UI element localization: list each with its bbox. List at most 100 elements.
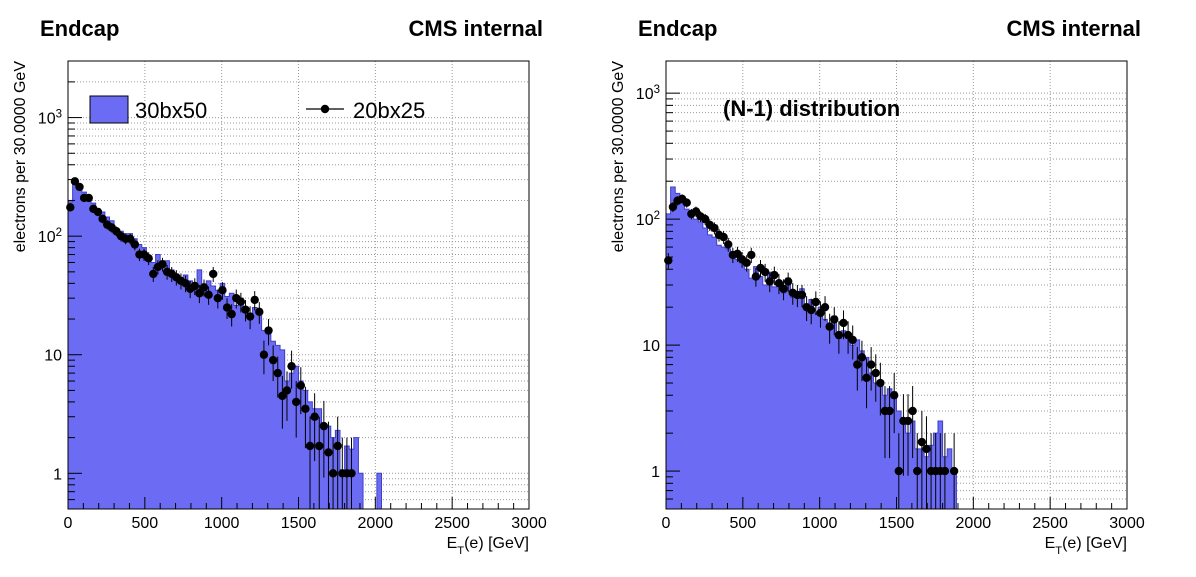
x-tick-label: 2000 bbox=[358, 515, 394, 532]
y-tick-label: 1 bbox=[53, 466, 62, 483]
data-point bbox=[668, 202, 678, 213]
data-point bbox=[199, 279, 209, 297]
y-tick-label: 103 bbox=[636, 84, 660, 103]
data-marker bbox=[296, 381, 306, 390]
data-marker bbox=[724, 240, 733, 249]
data-marker bbox=[328, 469, 338, 478]
data-point bbox=[834, 321, 844, 354]
data-point bbox=[871, 354, 880, 402]
data-marker bbox=[839, 318, 848, 328]
x-tick-label: 500 bbox=[729, 515, 756, 532]
data-point bbox=[682, 198, 691, 208]
y-axis-label: electrons per 30.0000 GeV bbox=[610, 61, 627, 253]
x-tick-label: 2000 bbox=[956, 515, 992, 532]
data-point bbox=[779, 279, 788, 301]
data-point bbox=[250, 291, 259, 311]
data-marker bbox=[149, 269, 158, 279]
data-point bbox=[305, 416, 315, 509]
data-point bbox=[158, 257, 167, 272]
data-point bbox=[282, 371, 292, 421]
x-tick-label: 0 bbox=[64, 515, 73, 532]
data-point bbox=[241, 300, 250, 322]
data-point bbox=[144, 252, 153, 266]
data-point bbox=[830, 307, 839, 336]
data-point bbox=[328, 437, 338, 509]
data-point bbox=[84, 193, 93, 203]
data-point bbox=[765, 272, 774, 293]
data-marker bbox=[668, 202, 678, 212]
data-marker bbox=[862, 373, 871, 383]
data-marker bbox=[760, 267, 770, 277]
right-chart-panel: Endcap CMS internal 0 500 1000 1500 2000 2500 30… bbox=[598, 0, 1196, 572]
data-point bbox=[98, 214, 107, 224]
data-marker bbox=[894, 466, 904, 476]
data-point bbox=[839, 310, 848, 340]
x-ticks bbox=[665, 497, 1128, 509]
data-point bbox=[885, 386, 894, 459]
data-point bbox=[75, 182, 84, 192]
data-marker bbox=[126, 234, 135, 243]
y-ticks bbox=[68, 60, 82, 510]
data-point bbox=[760, 263, 770, 282]
data-point bbox=[218, 282, 227, 300]
data-marker bbox=[241, 305, 250, 314]
data-point bbox=[876, 362, 885, 416]
data-marker bbox=[199, 283, 209, 292]
data-marker bbox=[319, 421, 329, 431]
data-point bbox=[922, 416, 931, 509]
x-ticks bbox=[67, 497, 530, 509]
data-marker bbox=[158, 260, 167, 269]
data-point bbox=[724, 237, 733, 252]
data-point bbox=[126, 233, 135, 245]
data-marker bbox=[908, 406, 917, 416]
x-axis-label: ET(e) [GeV] bbox=[1045, 535, 1127, 557]
data-marker bbox=[834, 330, 844, 340]
data-marker bbox=[259, 350, 269, 359]
data-point bbox=[710, 222, 719, 235]
data-marker bbox=[93, 207, 103, 217]
x-tick-label: 1500 bbox=[879, 515, 915, 532]
chart-title: Endcap bbox=[638, 16, 717, 41]
data-point bbox=[866, 347, 876, 391]
data-point bbox=[347, 437, 356, 509]
cms-label: CMS internal bbox=[409, 16, 543, 41]
data-marker bbox=[310, 412, 319, 421]
chart-title: Endcap bbox=[40, 16, 119, 41]
data-point bbox=[751, 268, 761, 287]
legend-label: 20bx25 bbox=[353, 98, 425, 123]
data-marker bbox=[333, 441, 342, 451]
x-tick-label: 3000 bbox=[1109, 515, 1145, 532]
y-tick-label: 103 bbox=[38, 109, 62, 128]
left-chart-panel: Endcap CMS internal 0 500 1000 1500 2000 2500 30… bbox=[0, 0, 598, 572]
data-point bbox=[236, 292, 246, 313]
x-tick-label: 1000 bbox=[802, 515, 838, 532]
data-point bbox=[903, 394, 913, 476]
data-marker bbox=[940, 466, 950, 476]
data-marker bbox=[913, 466, 922, 476]
data-point bbox=[908, 386, 917, 459]
y-axis-label: electrons per 30.0000 GeV bbox=[12, 61, 29, 253]
data-marker bbox=[222, 303, 232, 312]
data-marker bbox=[268, 355, 278, 365]
data-point bbox=[807, 298, 816, 325]
data-point bbox=[333, 416, 342, 509]
data-point bbox=[319, 400, 329, 478]
data-point bbox=[862, 358, 871, 409]
data-marker bbox=[779, 284, 788, 293]
x-tick-label: 3000 bbox=[511, 515, 547, 532]
data-point bbox=[273, 356, 282, 398]
data-marker bbox=[742, 258, 751, 268]
data-point bbox=[315, 416, 324, 509]
data-marker bbox=[227, 309, 236, 319]
data-marker bbox=[347, 469, 356, 478]
data-points bbox=[66, 177, 356, 509]
legend-entry: 20bx25 bbox=[306, 98, 425, 123]
data-point bbox=[227, 304, 236, 327]
data-point bbox=[190, 278, 199, 296]
data-marker bbox=[291, 397, 301, 407]
data-marker bbox=[204, 290, 213, 300]
data-point bbox=[255, 302, 264, 324]
y-tick-label: 102 bbox=[636, 210, 660, 229]
data-point bbox=[259, 340, 269, 375]
data-marker bbox=[876, 378, 885, 388]
